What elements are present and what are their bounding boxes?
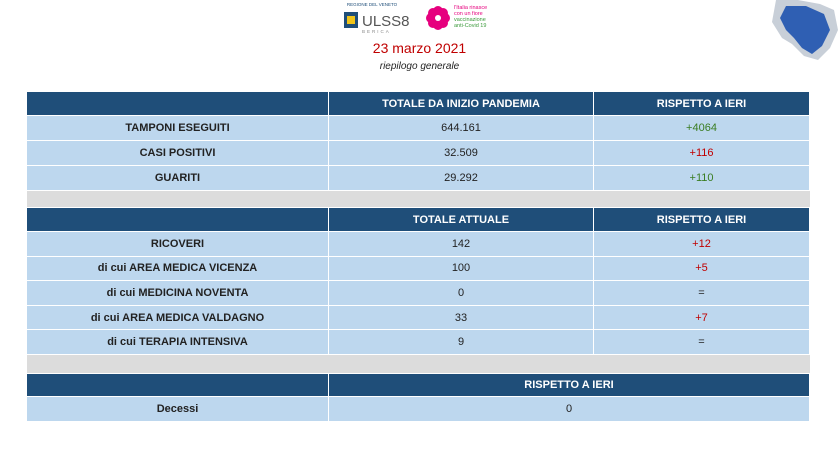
value-cell: 32.509	[329, 141, 594, 166]
logos: REGIONE DEL VENETO ULSS8 BERICA l'Italia…	[344, 2, 487, 34]
value-cell: +12	[594, 232, 810, 257]
value-cell: 0	[329, 281, 594, 306]
value-cell: 100	[329, 256, 594, 282]
value-cell: +110	[594, 166, 810, 191]
ulss-crest-inner	[347, 16, 355, 24]
date: 23 marzo 2021	[372, 40, 467, 56]
value-cell: 0	[329, 397, 810, 422]
row-label: di cui MEDICINA NOVENTA	[27, 281, 329, 306]
row-label: di cui AREA MEDICA VICENZA	[27, 256, 329, 282]
ulss-sub: BERICA	[362, 29, 391, 34]
campaign-text: con un fiore	[454, 11, 483, 17]
column-header: RISPETTO A IERI	[329, 374, 810, 397]
subtitle: riepilogo generale	[379, 61, 460, 72]
campaign-text: anti-Covid 19	[454, 23, 486, 29]
value-cell: =	[594, 330, 810, 355]
region-text: REGIONE DEL VENETO	[347, 2, 398, 7]
value-cell: =	[594, 281, 810, 306]
value-cell: 29.292	[329, 166, 594, 191]
row-label: Decessi	[27, 397, 329, 422]
column-header: TOTALE DA INIZIO PANDEMIA	[329, 92, 594, 116]
value-cell: +5	[594, 256, 810, 282]
value-cell: 644.161	[329, 116, 594, 141]
row-label: TAMPONI ESEGUITI	[27, 116, 329, 141]
separator	[27, 355, 810, 373]
value-cell: +7	[594, 305, 810, 331]
column-header: RISPETTO A IERI	[594, 208, 810, 232]
value-cell: +116	[594, 141, 810, 166]
header-cell	[27, 208, 329, 232]
header-cell	[27, 374, 329, 397]
row-label: CASI POSITIVI	[27, 141, 329, 166]
flower	[426, 6, 450, 30]
row-label: GUARITI	[27, 166, 329, 191]
ulss-text: ULSS8	[362, 13, 410, 30]
value-cell: 142	[329, 232, 594, 257]
row-label: di cui AREA MEDICA VALDAGNO	[27, 305, 329, 331]
map-area	[780, 6, 830, 54]
value-cell: 33	[329, 305, 594, 331]
campaign-text: l'Italia rinasce	[454, 5, 487, 11]
value-cell: 9	[329, 330, 594, 355]
separator	[27, 191, 810, 207]
row-label: di cui TERAPIA INTENSIVA	[27, 330, 329, 355]
column-header: RISPETTO A IERI	[594, 92, 810, 116]
region-map	[772, 0, 838, 60]
campaign-text: vaccinazione	[454, 17, 486, 23]
header-cell	[27, 92, 329, 116]
column-header: TOTALE ATTUALE	[329, 208, 594, 232]
row-label: RICOVERI	[27, 232, 329, 257]
value-cell: +4064	[594, 116, 810, 141]
